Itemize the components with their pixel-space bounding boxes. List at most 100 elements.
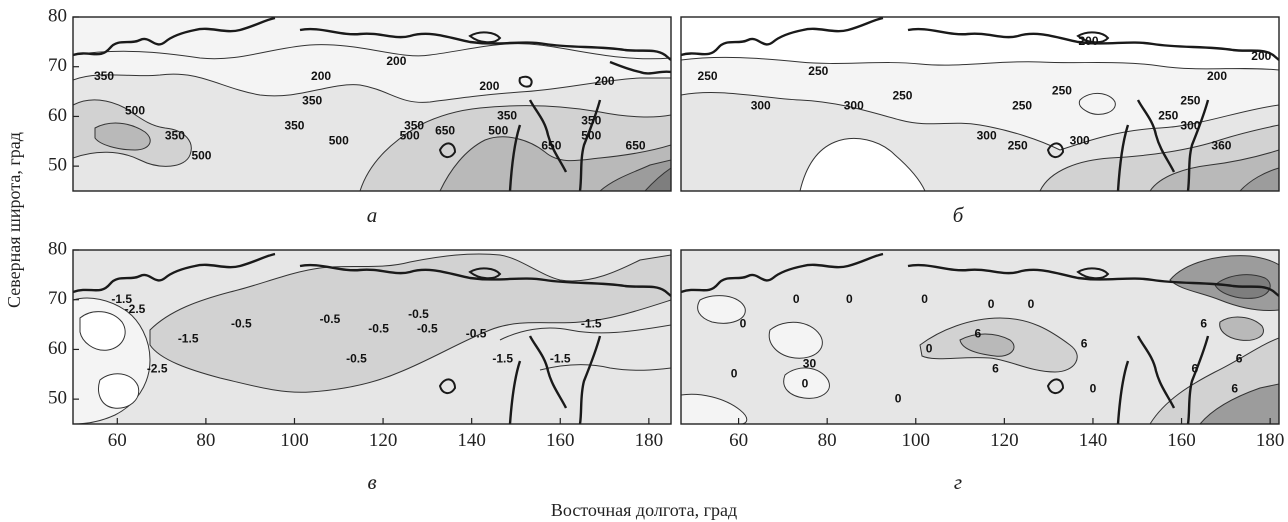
x-tick-label: 160 bbox=[546, 430, 575, 451]
panel-b-region-450 bbox=[1239, 167, 1279, 191]
contour-label: 650 bbox=[626, 138, 646, 152]
panel-c-region-minus25-north bbox=[79, 311, 126, 351]
contour-label: 300 bbox=[977, 128, 997, 142]
contour-label: 250 bbox=[1052, 84, 1072, 98]
panel-d-ticks: 60 80 100 120 140 160 180 bbox=[729, 418, 1284, 451]
y-tick-label: 70 bbox=[48, 288, 67, 309]
contour-label: 350 bbox=[302, 94, 322, 108]
contour-label: 0 bbox=[740, 317, 747, 331]
x-tick-label: 180 bbox=[635, 430, 664, 451]
panel-c-frame bbox=[72, 249, 672, 425]
contour-label: 200 bbox=[311, 69, 331, 83]
contour-label: 200 bbox=[386, 54, 406, 68]
panel-a-region-650-east bbox=[439, 136, 671, 191]
contour-label: 360 bbox=[1211, 138, 1231, 152]
x-tick-label: 100 bbox=[902, 430, 931, 451]
contour-label: 0 bbox=[1090, 381, 1097, 395]
contour-label: 500 bbox=[191, 148, 211, 162]
panel-b-contour-white-loop bbox=[1078, 93, 1116, 115]
contour-label: 0 bbox=[988, 297, 995, 311]
contour-label: 0 bbox=[731, 366, 738, 380]
panel-a-coast bbox=[73, 17, 671, 191]
contour-label: 200 bbox=[1207, 69, 1227, 83]
panel-c-ticks: 50 60 70 80 60 80 100 120 140 160 180 bbox=[48, 238, 663, 451]
contour-label: 200 bbox=[1251, 49, 1271, 63]
x-axis-label: Восточная долгота, град bbox=[551, 500, 737, 520]
contour-label: 250 bbox=[1008, 138, 1028, 152]
contour-label: -2.5 bbox=[125, 302, 146, 316]
panel-d-region-min-1 bbox=[768, 321, 823, 359]
panel-a-region-800-corner bbox=[644, 167, 671, 191]
panel-d-coast bbox=[681, 252, 1279, 424]
contour-label: 0 bbox=[921, 292, 928, 306]
panel-c-coast bbox=[73, 252, 671, 424]
contour-label: -1.5 bbox=[581, 317, 602, 331]
contour-label: -0.5 bbox=[346, 352, 367, 366]
contour-label: 650 bbox=[541, 138, 561, 152]
x-tick-label: 80 bbox=[818, 430, 837, 451]
panel-a-ticks: 50 60 70 80 bbox=[48, 5, 79, 176]
panel-b-frame bbox=[680, 16, 1280, 192]
contour-label: 6 bbox=[1236, 352, 1243, 366]
contour-label: -0.5 bbox=[231, 317, 252, 331]
contour-label: 6 bbox=[1231, 381, 1238, 395]
contour-label: 0 bbox=[926, 342, 933, 356]
panel-a-region-650-west bbox=[94, 122, 151, 151]
x-tick-label: 140 bbox=[1079, 430, 1108, 451]
panel-c-label: в bbox=[367, 470, 376, 494]
contour-label: 250 bbox=[1012, 99, 1032, 113]
panel-b-coast bbox=[681, 17, 1279, 191]
contour-label: 300 bbox=[751, 99, 771, 113]
panel-b-islands bbox=[1046, 31, 1110, 158]
contour-label: 6 bbox=[992, 361, 999, 375]
contour-label: 0 bbox=[793, 292, 800, 306]
contour-label: 300 bbox=[1180, 119, 1200, 133]
contour-label: 500 bbox=[400, 128, 420, 142]
contour-label: 650 bbox=[435, 124, 455, 138]
contour-label: 0 bbox=[1028, 297, 1035, 311]
contour-label: 6 bbox=[1200, 317, 1207, 331]
contour-label: -2.5 bbox=[147, 361, 168, 375]
contour-label: 350 bbox=[165, 128, 185, 142]
contour-label: 350 bbox=[284, 119, 304, 133]
contour-label: 300 bbox=[844, 99, 864, 113]
panel-d-region-min-2 bbox=[783, 367, 830, 399]
contour-label: -1.5 bbox=[178, 332, 199, 346]
x-tick-label: 80 bbox=[196, 430, 215, 451]
contour-label: -0.5 bbox=[466, 327, 487, 341]
x-tick-label: 60 bbox=[729, 430, 748, 451]
panel-a-contour-200 bbox=[73, 43, 671, 60]
contour-label: -1.5 bbox=[111, 292, 132, 306]
contour-label: -1.5 bbox=[492, 352, 513, 366]
contour-label: -0.5 bbox=[408, 307, 429, 321]
panel-d-label: г bbox=[954, 470, 962, 494]
contour-label: 0 bbox=[802, 376, 809, 390]
panel-d-islands bbox=[1046, 267, 1110, 394]
y-tick-label: 50 bbox=[48, 388, 67, 409]
panel-d-region-east-dark bbox=[1199, 383, 1279, 424]
panel-a-islands bbox=[438, 31, 533, 158]
y-tick-label: 70 bbox=[48, 55, 67, 76]
x-tick-label: 140 bbox=[457, 430, 486, 451]
panel-c-region-minus05 bbox=[149, 253, 671, 393]
contour-label: 250 bbox=[808, 64, 828, 78]
panel-a-label: а bbox=[367, 203, 378, 227]
contour-label: 500 bbox=[488, 124, 508, 138]
panel-c-region-minus25-south bbox=[98, 373, 140, 409]
contour-label: -0.5 bbox=[368, 322, 389, 336]
panel-d-region-3-loop bbox=[697, 295, 746, 324]
y-tick-label: 60 bbox=[48, 105, 67, 126]
panel-d-region-plus6-east bbox=[1219, 316, 1264, 341]
contour-label: 6 bbox=[1191, 361, 1198, 375]
x-tick-label: 120 bbox=[369, 430, 398, 451]
contour-label: 6 bbox=[974, 327, 981, 341]
x-tick-label: 100 bbox=[280, 430, 309, 451]
contour-label: 250 bbox=[698, 69, 718, 83]
contour-label: 350 bbox=[94, 69, 114, 83]
panel-d-contour-labels: 0 0 0 0 0 0 0 6 6 6 6 6 6 6 30 0 0 0 0 bbox=[731, 292, 1243, 405]
panel-c-contour-labels: -1.5-2.5-1.5-2.5-0.5 -0.5-0.5-0.5-0.5-0.5… bbox=[111, 292, 602, 376]
